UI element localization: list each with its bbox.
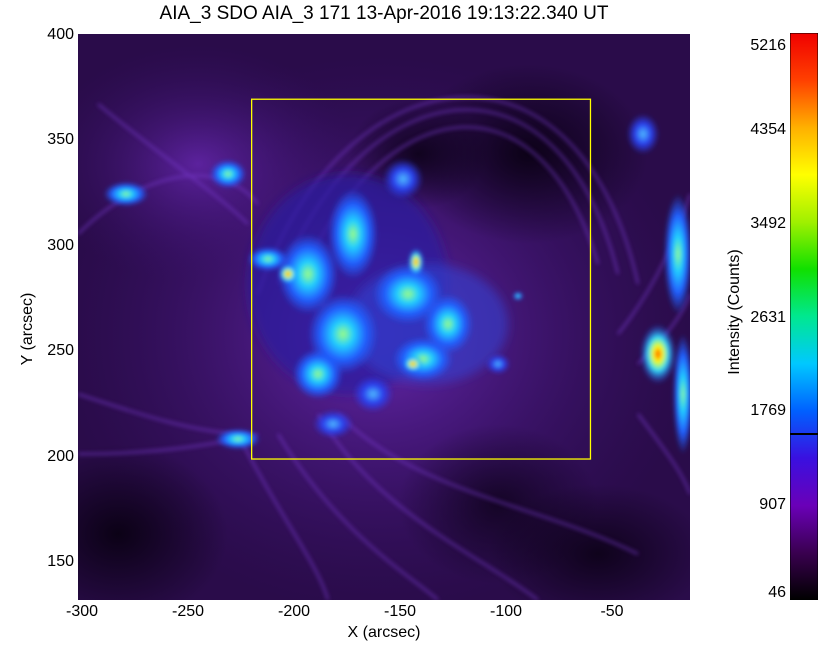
colorbar-tick-label: 3492 [750, 215, 786, 232]
x-tick-label: -150 [383, 603, 417, 620]
y-tick-label: 250 [47, 342, 74, 359]
x-tick-label: -100 [489, 603, 523, 620]
colorbar-tick-label: 46 [768, 584, 786, 601]
solar-image [78, 34, 690, 600]
x-axis-label: X (arcsec) [347, 624, 421, 641]
colorbar-tick-label: 4354 [750, 121, 786, 138]
y-tick-label: 300 [47, 237, 74, 254]
colorbar-tick-label: 907 [759, 496, 786, 513]
y-axis-label: Y (arcsec) [19, 292, 36, 366]
y-tick-label: 400 [47, 26, 74, 43]
colorbar [790, 33, 818, 600]
x-tick-label: -50 [600, 603, 624, 620]
colorbar-tick-label: 1769 [750, 402, 786, 419]
y-tick-label: 150 [47, 553, 74, 570]
solar-image-panel [78, 34, 690, 600]
x-tick-label: -250 [171, 603, 205, 620]
x-tick-label: -200 [277, 603, 311, 620]
colorbar-label: Intensity (Counts) [726, 249, 743, 375]
y-tick-label: 350 [47, 131, 74, 148]
y-tick-label: 200 [47, 448, 74, 465]
colorbar-tick-label: 2631 [750, 309, 786, 326]
plot-title: AIA_3 SDO AIA_3 171 13-Apr-2016 19:13:22… [159, 3, 609, 24]
region-box [250, 98, 592, 460]
colorbar-tick-label: 5216 [750, 37, 786, 54]
x-tick-label: -300 [65, 603, 99, 620]
